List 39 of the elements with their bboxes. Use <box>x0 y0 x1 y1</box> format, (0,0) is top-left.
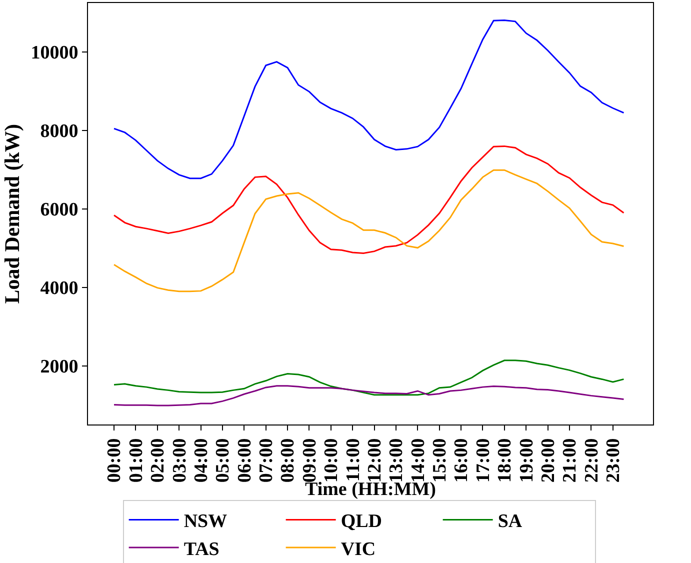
line-series <box>113 169 624 292</box>
legend-label: QLD <box>340 511 382 532</box>
line-series <box>113 385 624 406</box>
x-tick-label: 14:00 <box>408 438 429 483</box>
x-tick-label: 02:00 <box>148 438 169 483</box>
x-tick-label: 23:00 <box>603 438 624 483</box>
y-axis-title: Load Demand (kW) <box>0 124 24 304</box>
line-series <box>113 360 624 396</box>
x-tick-label: 01:00 <box>126 438 147 483</box>
legend-label: VIC <box>340 538 376 560</box>
y-tick-label: 4000 <box>40 278 78 300</box>
x-tick-label: 04:00 <box>190 438 212 483</box>
y-tick-label: 10000 <box>30 42 78 64</box>
x-tick-label: 08:00 <box>278 438 299 483</box>
y-tick-label: 2000 <box>40 356 78 378</box>
legend-label: TAS <box>184 538 220 560</box>
x-tick-label: 22:00 <box>581 438 602 483</box>
x-tick-label: 17:00 <box>472 438 494 483</box>
x-tick-label: 03:00 <box>169 438 190 483</box>
x-tick-label: 07:00 <box>256 438 278 483</box>
x-tick-label: 19:00 <box>516 438 538 483</box>
y-tick-label: 8000 <box>40 121 78 142</box>
x-tick-label: 20:00 <box>538 438 559 483</box>
x-tick-label: 05:00 <box>212 438 234 483</box>
line-series <box>113 20 624 180</box>
x-tick-label: 18:00 <box>494 438 516 483</box>
x-tick-label: 13:00 <box>386 438 408 483</box>
x-tick-label: 06:00 <box>234 438 256 483</box>
x-tick-label: 21:00 <box>560 438 581 483</box>
x-tick-label: 10:00 <box>321 438 342 483</box>
x-tick-label: 00:00 <box>104 438 126 483</box>
legend-label: SA <box>498 511 522 532</box>
x-tick-label: 12:00 <box>364 438 386 483</box>
legend-label: NSW <box>184 511 228 532</box>
line-series <box>113 145 624 254</box>
x-tick-label: 16:00 <box>451 438 472 483</box>
y-tick-label: 6000 <box>40 200 78 221</box>
x-tick-label: 15:00 <box>430 438 451 483</box>
x-tick-label: 11:00 <box>342 438 364 482</box>
